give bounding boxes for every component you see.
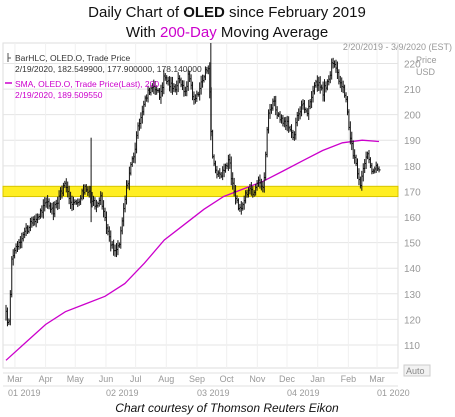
sma-200-line xyxy=(5,139,380,361)
legend-line-1: SMA, OLED.O, Trade Price(Last), 200 xyxy=(15,79,159,89)
y-tick-label: 150 xyxy=(404,239,421,250)
y-tick-label: 180 xyxy=(404,162,421,173)
price-header-label: Price xyxy=(416,55,437,65)
chart-title-part: Daily Chart of xyxy=(88,4,183,21)
y-tick-label: 220 xyxy=(404,59,421,70)
auto-button-label: Auto xyxy=(406,366,425,376)
x-quarter-label: 02 2019 xyxy=(106,388,139,398)
legend-line-2: 2/19/2020, 189.509550 xyxy=(15,90,103,100)
legend-line-1: BarHLC, OLED.O, Trade Price xyxy=(15,53,131,63)
x-month-label: Sep xyxy=(189,374,205,384)
y-tick-label: 160 xyxy=(404,213,421,224)
x-month-label: Mar xyxy=(7,374,23,384)
chart-title-part: since February 2019 xyxy=(225,4,366,21)
x-quarter-label: 04 2019 xyxy=(287,388,320,398)
y-tick-label: 140 xyxy=(404,264,421,275)
x-month-label: Nov xyxy=(249,374,266,384)
y-tick-label: 120 xyxy=(404,315,421,326)
x-month-label: Feb xyxy=(341,374,357,384)
chart-title: Daily Chart of OLED since February 2019 xyxy=(88,4,366,21)
x-month-label: May xyxy=(67,374,85,384)
y-tick-label: 170 xyxy=(404,187,421,198)
chart-subtitle-part: With xyxy=(126,24,160,41)
support-band xyxy=(2,185,399,198)
y-tick-label: 190 xyxy=(404,136,421,147)
x-month-label: Oct xyxy=(220,374,235,384)
plot-frame xyxy=(2,42,399,369)
date-range-label: 2/20/2019 - 3/9/2020 (EST) xyxy=(343,42,452,52)
price-unit-label: USD xyxy=(416,67,436,77)
chart-title-part: OLED xyxy=(183,4,225,21)
y-tick-label: 130 xyxy=(404,290,421,301)
x-month-label: Apr xyxy=(39,374,53,384)
x-month-label: Dec xyxy=(279,374,296,384)
x-month-label: Jan xyxy=(310,374,325,384)
auto-button[interactable] xyxy=(403,364,431,377)
chart-caption: Chart courtesy of Thomson Reuters Eikon xyxy=(115,401,339,415)
chart-subtitle: With 200-Day Moving Average xyxy=(126,24,328,41)
x-quarter-label: 01 2019 xyxy=(8,388,41,398)
x-quarter-label: 03 2019 xyxy=(197,388,230,398)
y-tick-label: 110 xyxy=(404,341,420,352)
y-tick-label: 210 xyxy=(404,85,421,96)
x-month-label: Aug xyxy=(158,374,174,384)
x-month-label: Jun xyxy=(99,374,114,384)
chart-subtitle-part: 200-Day xyxy=(160,24,217,41)
legend-line-2: 2/19/2020, 182.549900, 177.900000, 178.1… xyxy=(15,64,202,74)
x-month-label: Mar xyxy=(369,374,385,384)
x-month-label: Jul xyxy=(130,374,142,384)
y-tick-label: 200 xyxy=(404,111,421,122)
chart-subtitle-part: Moving Average xyxy=(217,24,328,41)
x-quarter-label: 01 2020 xyxy=(377,388,410,398)
